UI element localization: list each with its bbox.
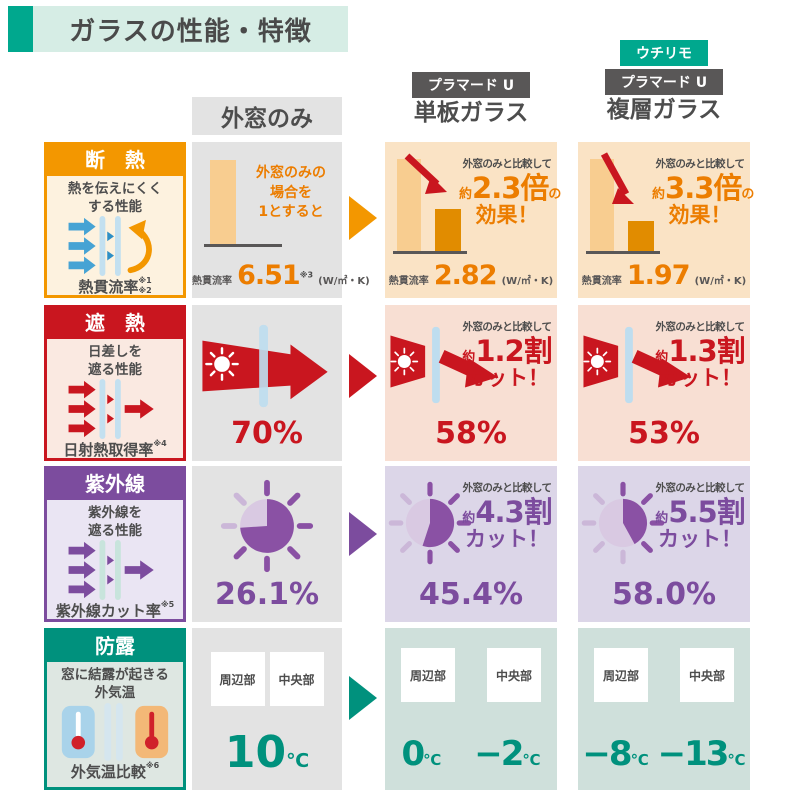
comparison-text: 外窓のみと比較して 約3.3倍の 効果！ (652, 158, 755, 228)
edge-temperature: −8℃ (582, 734, 649, 774)
u-value-line: 熱貫流率 6.51※3 (W/㎡・K) (192, 260, 370, 291)
reference-caption: 外窓のみの 場合を 1とすると (256, 165, 326, 221)
edge-label: 周辺部 (594, 648, 648, 702)
flow-arrow-icon-shading (349, 354, 377, 398)
bar-chart (586, 152, 660, 254)
sun-arrow-icon (583, 326, 691, 404)
shading-value: 58% (435, 416, 507, 451)
cell-shading-double-glass: 外窓のみと比較して 約1.3割 カット！ 53% (578, 305, 750, 461)
cell-shading-single-glass: 外窓のみと比較して 約1.2割 カット！ 58% (385, 305, 557, 461)
row-shading-title: 遮 熱 (47, 308, 183, 339)
uv-value: 26.1% (214, 577, 320, 612)
bar-chart (393, 152, 467, 254)
comparison-text: 外窓のみと比較して 約1.2割 カット！ (462, 321, 552, 391)
cell-uv-outer-window: 26.1% (192, 466, 342, 622)
plamade-u-badge: プラマード U (411, 72, 531, 98)
column-header-single-glass: プラマード U 単板ガラス (385, 72, 557, 126)
dew-position-labels: 周辺部 中央部 (192, 652, 342, 706)
center-label: 中央部 (487, 648, 541, 702)
shading-value: 53% (628, 416, 700, 451)
fall-arrow-icon (404, 153, 447, 194)
dew-temperature: 10℃ (224, 727, 310, 778)
column-header-double-glass-label: 複層ガラス (606, 97, 722, 123)
row-insulation-metric: 熱貫流率 ※1 ※2 (78, 276, 152, 297)
cell-shading-outer-window: 70% (192, 305, 342, 461)
row-shading-card: 遮 熱 日差しを 遮る性能 日射熱取得率 ※4 (44, 305, 186, 461)
edge-label: 周辺部 (210, 652, 265, 706)
center-label: 中央部 (269, 652, 324, 706)
row-shading-metric: 日射熱取得率 ※4 (63, 439, 167, 460)
edge-temperature: 0℃ (401, 734, 442, 774)
sun-pie-icon (220, 479, 314, 573)
cell-uv-single-glass: 外窓のみと比較して 約4.3割 カット！ 45.4% (385, 466, 557, 622)
uv-value: 45.4% (418, 577, 524, 612)
row-dew-metric: 外気温比較 ※6 (70, 761, 160, 781)
cell-dew-outer-window: 周辺部 中央部 10℃ (192, 628, 342, 790)
sun-pie-icon (581, 481, 665, 565)
uv-value: 58.0% (611, 577, 717, 612)
sun-pie-icon (388, 481, 472, 565)
row-shading-desc: 日差しを 遮る性能 (88, 344, 142, 378)
heat-shield-icon (68, 379, 154, 440)
row-dew-card: 防露 窓に結露が起きる 外気温 外気温比較 ※6 (44, 628, 186, 790)
shading-value: 70% (231, 416, 303, 451)
column-header-outer-window-label: 外窓のみ (221, 106, 313, 132)
uchirimo-badge: ウチリモ (620, 40, 708, 66)
dew-position-labels: 周辺部 中央部 (578, 648, 750, 702)
row-uv-desc: 紫外線を 遮る性能 (88, 505, 142, 539)
column-header-single-glass-label: 単板ガラス (413, 100, 529, 126)
flow-arrow-icon-dew (349, 676, 377, 720)
insulation-icon (68, 216, 152, 277)
row-uv-metric: 紫外線カット率 ※5 (55, 600, 175, 621)
dew-temperatures: 0℃ −2℃ (385, 734, 557, 774)
page-title-bar: ガラスの性能・特徴 (33, 6, 348, 52)
plamade-u-badge-2: プラマード U (604, 69, 724, 95)
u-value-line: 熱貫流率 2.82 (W/㎡・K) (388, 260, 554, 291)
comparison-text: 外窓のみと比較して 約1.3割 カット！ (655, 321, 745, 391)
comparison-text: 外窓のみと比較して 約4.3割 カット！ (462, 482, 552, 552)
comparison-text: 外窓のみと比較して 約5.5割 カット！ (655, 482, 745, 552)
row-uv-card: 紫外線 紫外線を 遮る性能 紫外線カット率 ※5 (44, 466, 186, 622)
title-accent-square (8, 6, 33, 52)
center-temperature: −2℃ (474, 734, 541, 774)
column-header-double-glass: ウチリモ プラマード U 複層ガラス (578, 40, 750, 123)
flow-arrow-icon-insulation (349, 196, 377, 240)
sun-arrow-icon (202, 324, 328, 408)
row-insulation-title: 断 熱 (47, 145, 183, 176)
fall-arrow-icon (600, 152, 634, 204)
row-uv-title: 紫外線 (47, 469, 183, 500)
sun-arrow-icon (390, 326, 498, 404)
u-value-line: 熱貫流率 1.97 (W/㎡・K) (581, 260, 747, 291)
cell-insulation-outer-window: 外窓のみの 場合を 1とすると 熱貫流率 6.51※3 (W/㎡・K) (192, 142, 370, 298)
column-header-outer-window: 外窓のみ (192, 97, 342, 135)
cell-uv-double-glass: 外窓のみと比較して 約5.5割 カット！ 58.0% (578, 466, 750, 622)
dew-temperatures: −8℃ −13℃ (578, 734, 750, 774)
row-insulation-desc: 熱を伝えにくく する性能 (67, 181, 163, 215)
row-dew-desc: 窓に結露が起きる 外気温 (61, 667, 169, 701)
center-label: 中央部 (680, 648, 734, 702)
center-temperature: −13℃ (657, 734, 746, 774)
cell-dew-single-glass: 周辺部 中央部 0℃ −2℃ (385, 628, 557, 790)
bar-chart-reference-bar (210, 160, 236, 244)
dew-icon (61, 702, 169, 761)
edge-label: 周辺部 (401, 648, 455, 702)
uv-icon (68, 540, 154, 601)
flow-arrow-icon-uv (349, 512, 377, 556)
cell-insulation-double-glass: 外窓のみと比較して 約3.3倍の 効果！ 熱貫流率 1.97 (W/㎡・K) (578, 142, 755, 298)
page-title: ガラスの性能・特徴 (69, 16, 312, 47)
row-insulation-card: 断 熱 熱を伝えにくく する性能 熱貫流率 ※1 ※ (44, 142, 186, 298)
row-dew-title: 防露 (47, 631, 183, 662)
cell-dew-double-glass: 周辺部 中央部 −8℃ −13℃ (578, 628, 750, 790)
bar-chart-baseline (204, 244, 282, 247)
comparison-text: 外窓のみと比較して 約2.3倍の 効果！ (459, 158, 562, 228)
cell-insulation-single-glass: 外窓のみと比較して 約2.3倍の 効果！ 熱貫流率 2.82 (W/㎡・K) (385, 142, 562, 298)
footnote-marks: ※1 ※2 (138, 276, 152, 295)
dew-position-labels: 周辺部 中央部 (385, 648, 557, 702)
